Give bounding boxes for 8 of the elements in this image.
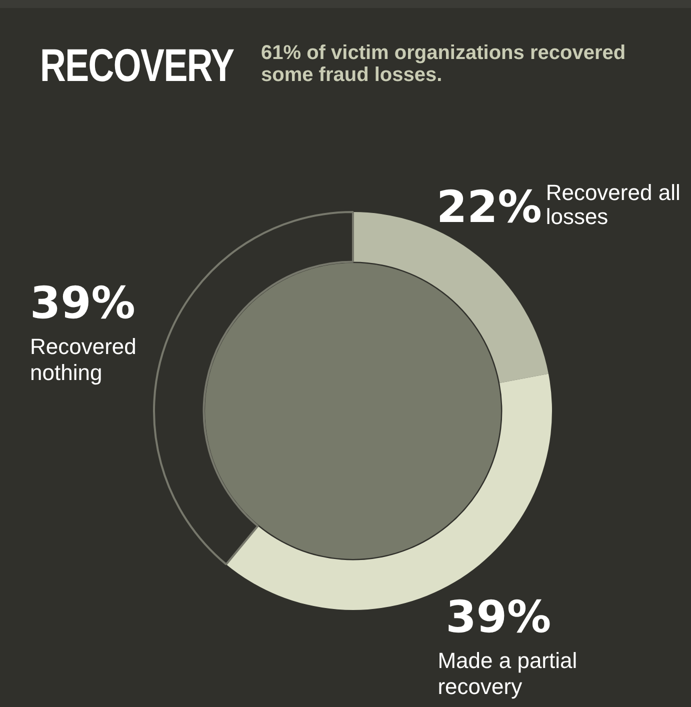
chart-subtitle: 61% of victim organizations recovered some fraud losses. [261,42,627,86]
slice-label: Recovered nothing [30,334,136,386]
chart-title: RECOVERY [40,38,234,92]
data-label: 39% [30,278,136,330]
data-label: 22% [436,182,542,234]
data-label: 39% [446,592,552,643]
slice-label: Made a partial recovery [438,648,578,699]
slice-label: Recovered all losses [546,180,680,230]
